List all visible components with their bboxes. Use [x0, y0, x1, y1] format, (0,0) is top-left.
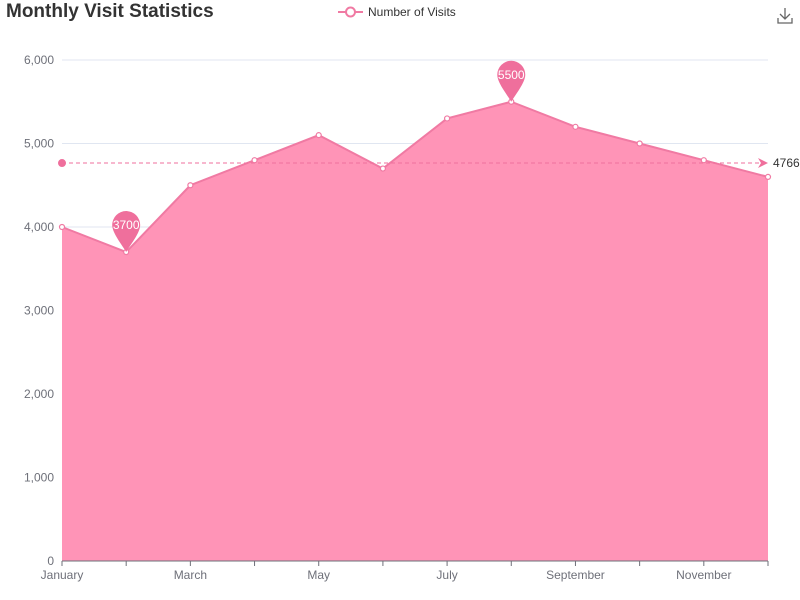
mark-point-label: 5500 [498, 68, 525, 82]
y-tick-label: 3,000 [24, 304, 54, 318]
x-tick-label: March [174, 568, 207, 582]
x-tick-label: November [676, 568, 731, 582]
y-tick-label: 2,000 [24, 387, 54, 401]
data-point [637, 141, 642, 146]
average-line-arrow [758, 158, 768, 168]
y-tick-label: 0 [47, 554, 54, 568]
x-tick-label: January [41, 568, 84, 582]
series-area [62, 102, 768, 561]
data-point [60, 225, 65, 230]
average-line-start-dot [58, 159, 66, 167]
data-point [252, 158, 257, 163]
data-point [573, 124, 578, 129]
x-tick-label: July [436, 568, 457, 582]
average-line-label: 4766 [773, 156, 800, 170]
y-tick-label: 5,000 [24, 137, 54, 151]
y-tick-label: 6,000 [24, 53, 54, 67]
y-tick-label: 1,000 [24, 471, 54, 485]
data-point [380, 166, 385, 171]
x-tick-label: May [307, 568, 330, 582]
x-tick-label: September [546, 568, 605, 582]
data-point [766, 174, 771, 179]
mark-point-label: 3700 [113, 218, 140, 232]
data-point [316, 133, 321, 138]
data-point [188, 183, 193, 188]
data-point [701, 158, 706, 163]
data-point [445, 116, 450, 121]
y-tick-label: 4,000 [24, 220, 54, 234]
